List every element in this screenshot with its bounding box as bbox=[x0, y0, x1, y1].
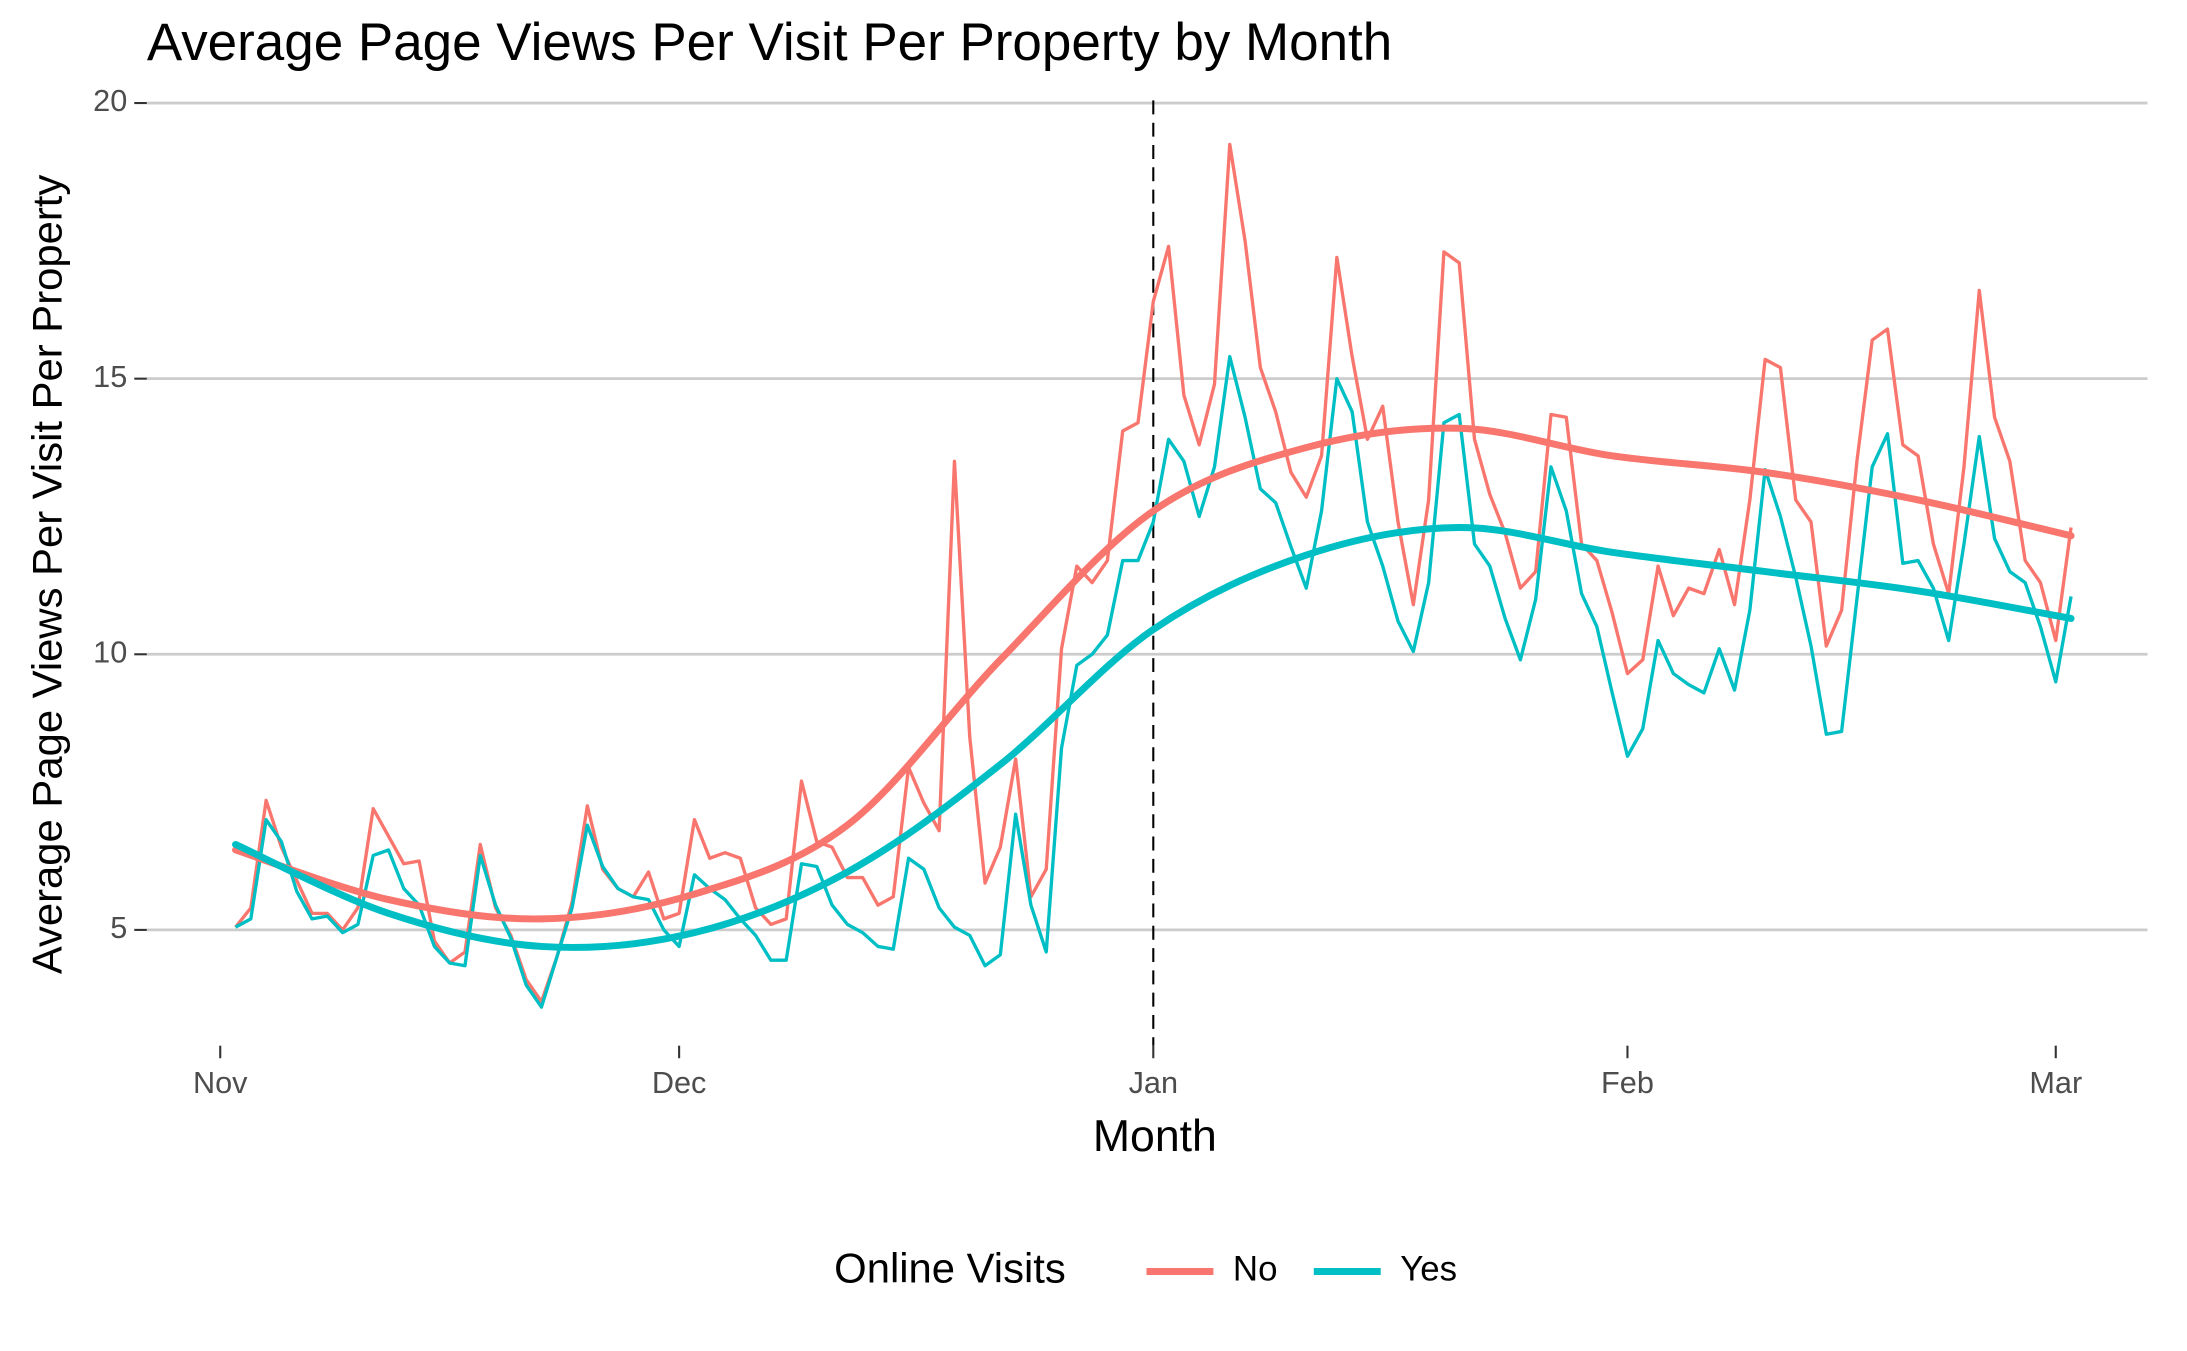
y-tick-label: 10 bbox=[93, 635, 127, 669]
trend-line bbox=[232, 424, 2075, 923]
trend-line bbox=[232, 524, 2075, 951]
x-tick-label: Jan bbox=[1129, 1066, 1178, 1100]
y-tick-label: 20 bbox=[93, 84, 127, 118]
y-tick-label: 5 bbox=[110, 911, 127, 945]
x-tick-label: Nov bbox=[193, 1066, 248, 1100]
legend-label: Yes bbox=[1400, 1250, 1457, 1289]
y-axis-label: Average Page Views Per Visit Per Propert… bbox=[24, 175, 71, 975]
y-tick-label: 15 bbox=[93, 360, 127, 394]
x-tick-label: Mar bbox=[2029, 1066, 2082, 1100]
legend-label: No bbox=[1233, 1250, 1278, 1289]
chart-title: Average Page Views Per Visit Per Propert… bbox=[147, 13, 1392, 72]
legend-title: Online Visits bbox=[834, 1245, 1066, 1292]
x-tick-label: Feb bbox=[1601, 1066, 1654, 1100]
x-tick-label: Dec bbox=[652, 1066, 707, 1100]
x-axis-label: Month bbox=[1093, 1112, 1217, 1161]
